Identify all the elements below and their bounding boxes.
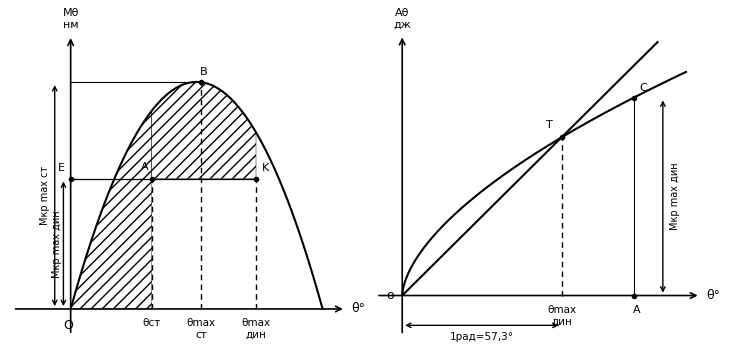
Text: C: C — [640, 83, 648, 93]
Text: Aθ
дж: Aθ дж — [393, 8, 411, 30]
Text: θmax
дин: θmax дин — [547, 306, 576, 327]
Text: 1рад=57,3°: 1рад=57,3° — [450, 331, 514, 342]
Text: θmax
ст: θmax ст — [186, 318, 216, 340]
Text: O: O — [63, 320, 72, 332]
Text: Мкр max дин: Мкр max дин — [670, 163, 680, 230]
Text: o: o — [386, 289, 393, 302]
Text: B: B — [200, 67, 208, 77]
Text: θст: θст — [143, 318, 161, 328]
Text: K: K — [262, 163, 269, 173]
Text: Мкр max дин: Мкр max дин — [52, 210, 62, 278]
Text: Мкр max ст: Мкр max ст — [40, 166, 50, 225]
Text: E: E — [58, 163, 65, 173]
Text: θ°: θ° — [706, 289, 720, 302]
Text: Mθ
нм: Mθ нм — [62, 8, 79, 30]
Text: A: A — [633, 306, 640, 315]
Text: θ°: θ° — [352, 302, 366, 315]
Text: T: T — [546, 120, 553, 130]
Text: A: A — [141, 162, 149, 172]
Text: θmax
дин: θmax дин — [241, 318, 270, 340]
